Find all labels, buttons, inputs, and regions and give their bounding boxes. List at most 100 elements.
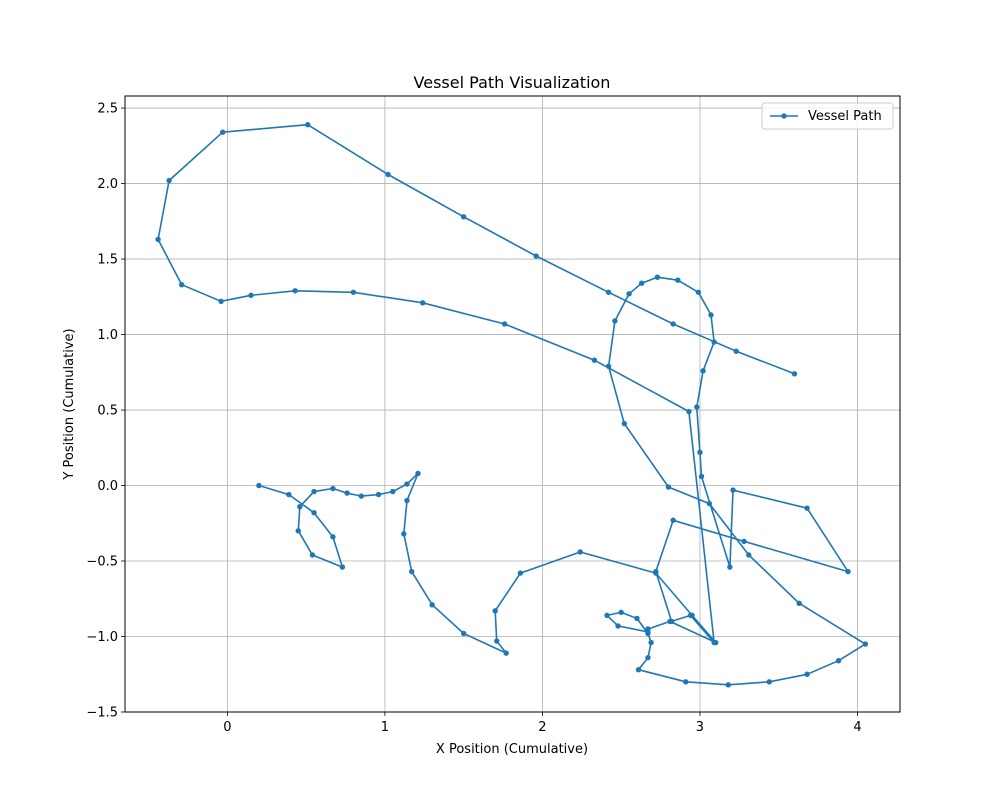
vessel-path-point bbox=[698, 473, 705, 480]
vessel-path-point bbox=[375, 491, 382, 498]
vessel-path-point bbox=[494, 638, 500, 644]
vessel-path-point bbox=[219, 129, 226, 135]
ticks-layer: 0 1 2 3 4 −1.5 −1.0 −0.5 0.0 0.5 1.0 1.5 2.0 2.5 bbox=[86, 102, 861, 735]
x-tick-label: 3 bbox=[696, 720, 704, 735]
y-tick-label: 1.0 bbox=[97, 328, 118, 343]
vessel-path-point bbox=[385, 171, 391, 178]
vessel-path-point bbox=[645, 654, 651, 661]
y-tick-label: 0.5 bbox=[97, 404, 118, 419]
vessel-path-point bbox=[708, 312, 714, 318]
vessel-path-point bbox=[615, 623, 621, 629]
y-tick-label: 0.0 bbox=[97, 479, 118, 494]
vessel-path-point bbox=[292, 288, 298, 294]
vessel-path-point bbox=[295, 528, 301, 534]
plot-area-frame bbox=[124, 95, 901, 713]
vessel-path-point bbox=[339, 564, 346, 570]
x-tick-label: 0 bbox=[223, 720, 231, 735]
vessel-path-point bbox=[711, 339, 717, 345]
vessel-path-point bbox=[612, 318, 618, 324]
vessel-path-point bbox=[286, 491, 292, 498]
vessel-path-point bbox=[501, 321, 508, 327]
vessel-path-point bbox=[404, 497, 410, 504]
vessel-path-point bbox=[460, 214, 467, 220]
vessel-path-point bbox=[845, 568, 851, 575]
vessel-path-point bbox=[420, 300, 426, 306]
vessel-path-point bbox=[350, 289, 357, 295]
vessel-path-point bbox=[635, 667, 642, 673]
vessel-path-point bbox=[725, 682, 732, 688]
vessel-path-point bbox=[665, 484, 672, 490]
vessel-path-point bbox=[492, 608, 498, 614]
vessel-path-point bbox=[727, 564, 733, 570]
x-tick-label: 2 bbox=[538, 720, 546, 735]
vessel-path-point bbox=[390, 488, 396, 495]
vessel-path-point bbox=[621, 420, 628, 427]
vessel-path-point bbox=[415, 470, 421, 477]
vessel-path-point bbox=[683, 679, 689, 685]
vessel-path-point bbox=[670, 321, 676, 327]
vessel-path-point bbox=[645, 630, 651, 637]
vessel-path-point bbox=[746, 552, 752, 558]
vessel-path-point bbox=[604, 612, 610, 619]
vessel-path-point bbox=[653, 568, 659, 575]
vessel-path-point bbox=[179, 282, 185, 288]
vessel-path-point bbox=[605, 363, 612, 369]
y-tick-label: 2.0 bbox=[97, 177, 118, 192]
vessel-path-point bbox=[256, 482, 262, 489]
vessel-path-point bbox=[862, 641, 869, 647]
vessel-path-point bbox=[404, 481, 410, 487]
vessel-path-point bbox=[155, 236, 161, 243]
vessel-path-point bbox=[697, 449, 703, 456]
vessel-path-point bbox=[408, 568, 415, 575]
x-tick-label: 4 bbox=[853, 720, 861, 735]
vessel-path-point bbox=[694, 404, 700, 410]
vessel-path-point bbox=[305, 121, 311, 128]
legend-series-marker bbox=[781, 113, 787, 119]
vessel-path-point bbox=[429, 602, 435, 608]
vessel-path-point bbox=[730, 487, 736, 493]
vessel-path-point bbox=[687, 612, 694, 619]
vessel-path-point bbox=[503, 650, 509, 656]
vessel-path-point bbox=[309, 552, 316, 558]
y-tick-label: −1.0 bbox=[86, 630, 118, 645]
vessel-path-point bbox=[711, 639, 717, 646]
vessel-path-point bbox=[166, 177, 172, 184]
vessel-path-point bbox=[401, 531, 407, 537]
vessel-path-point bbox=[766, 679, 772, 685]
y-axis-label: Y Position (Cumulative) bbox=[62, 328, 77, 480]
vessel-path-point bbox=[796, 600, 802, 606]
vessel-path-point bbox=[460, 630, 467, 637]
vessel-path-point bbox=[804, 671, 810, 677]
vessel-path-point bbox=[311, 488, 317, 495]
vessel-path-point bbox=[706, 500, 713, 507]
vessel-path-point bbox=[605, 289, 612, 295]
vessel-path-point bbox=[330, 534, 336, 540]
legend: Vessel Path bbox=[761, 102, 894, 130]
y-tick-label: −0.5 bbox=[86, 555, 118, 570]
vessel-path-point bbox=[741, 538, 747, 545]
vessel-path-point bbox=[577, 549, 583, 555]
vessel-path-point bbox=[218, 298, 224, 305]
vessel-path-point bbox=[358, 493, 364, 499]
vessel-path-point bbox=[344, 490, 350, 496]
vessel-path-point bbox=[648, 639, 654, 646]
vessel-path-point bbox=[533, 253, 539, 259]
y-tick-label: −1.5 bbox=[86, 706, 118, 721]
series-layer bbox=[155, 121, 869, 688]
y-tick-label: 1.5 bbox=[97, 253, 118, 268]
vessel-path-point bbox=[638, 280, 645, 286]
vessel-path-point bbox=[626, 291, 632, 297]
vessel-path-point bbox=[618, 609, 624, 616]
vessel-path-point bbox=[670, 517, 676, 523]
vessel-path-line bbox=[157, 123, 867, 686]
vessel-path-point bbox=[733, 348, 739, 354]
legend-box bbox=[761, 102, 894, 130]
vessel-path-point bbox=[591, 357, 598, 363]
x-axis-label: X Position (Cumulative) bbox=[436, 742, 588, 757]
vessel-path-point bbox=[700, 368, 706, 374]
chart-title: Vessel Path Visualization bbox=[414, 73, 611, 92]
vessel-path-point bbox=[311, 510, 317, 516]
